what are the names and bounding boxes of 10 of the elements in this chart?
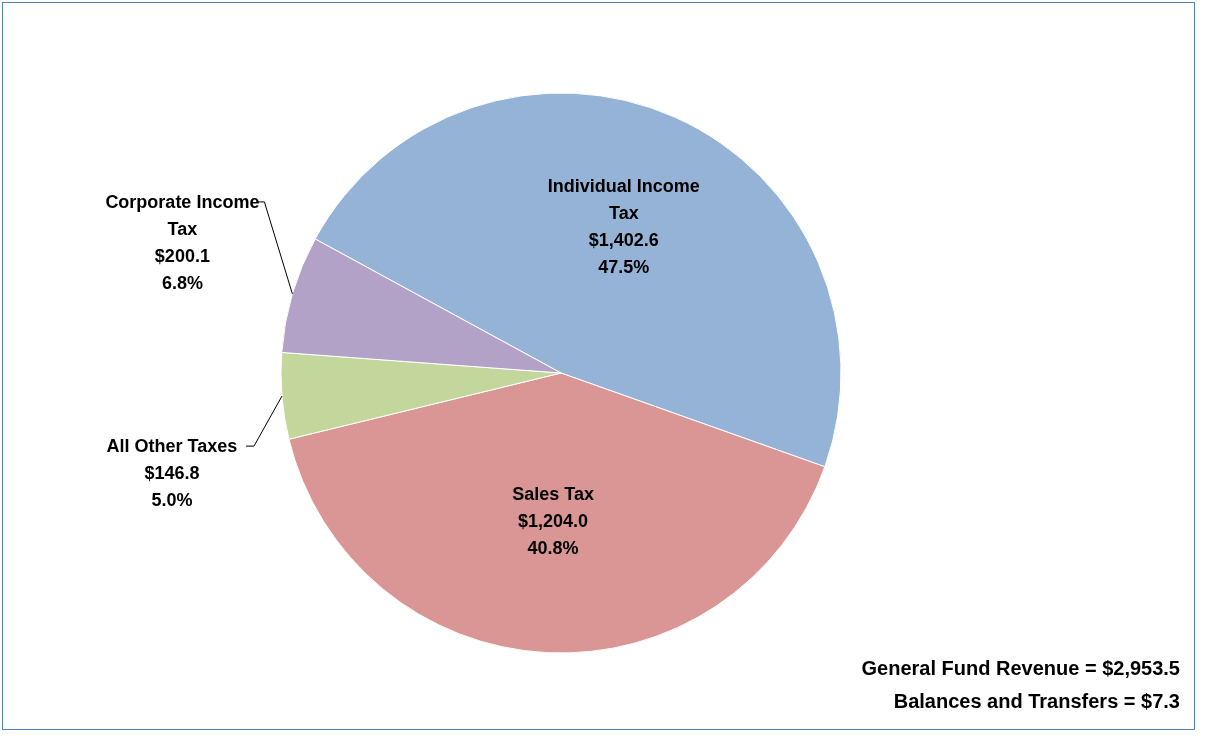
data-label: $1,204.0 40.8% (518, 510, 589, 558)
text: General Fund Revenue = $2,953.5 (861, 657, 1180, 679)
data-label: $200.1 6.8% (154, 245, 210, 293)
slice-label: All Other Taxes (106, 436, 238, 457)
text: Balances and Transfers = $7.3 (893, 690, 1180, 712)
slice-label: Individual Income Tax (547, 175, 700, 223)
data-label: $1,402.6 47.5% (588, 229, 659, 277)
data-label: $146.8 5.0% (144, 463, 200, 511)
slice-label: Sales Tax (512, 483, 594, 504)
slice-label: Corporate Income Tax (105, 191, 260, 239)
